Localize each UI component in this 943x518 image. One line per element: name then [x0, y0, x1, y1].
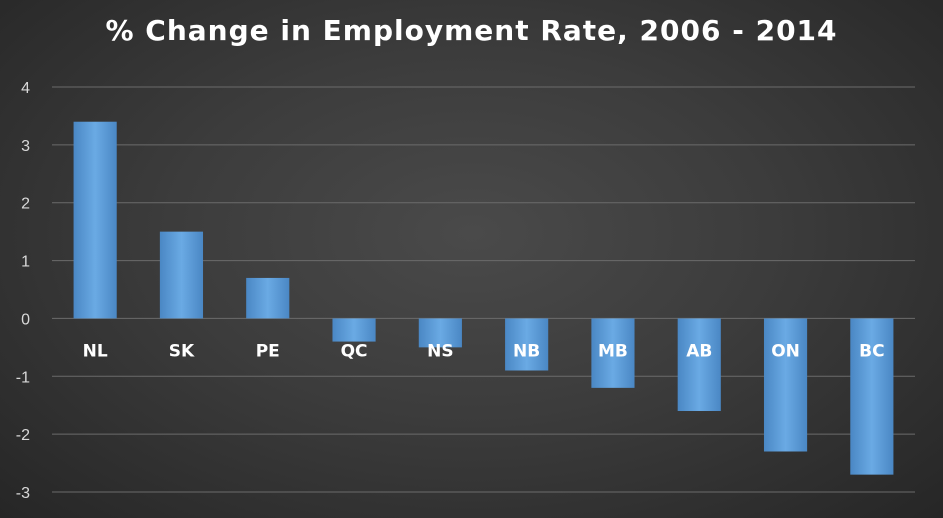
category-label: NL: [83, 341, 108, 361]
y-tick-label: 2: [21, 196, 30, 213]
bar-ab: [677, 318, 721, 411]
y-axis-ticks: 4 3 2 1 0 -1 -2 -3: [16, 80, 30, 502]
category-label: SK: [169, 341, 195, 361]
y-tick-label: 0: [21, 311, 30, 328]
y-tick-label: -1: [16, 369, 30, 386]
category-label: NB: [513, 341, 540, 361]
bars: [73, 121, 894, 475]
category-label: NS: [427, 341, 453, 361]
category-label: PE: [256, 341, 280, 361]
y-tick-label: 1: [21, 254, 30, 271]
category-label: BC: [859, 341, 884, 361]
y-tick-label: 4: [21, 80, 30, 97]
category-label: MB: [598, 341, 628, 361]
category-label: QC: [341, 341, 368, 361]
y-tick-label: -2: [16, 427, 30, 444]
bar-qc: [332, 318, 376, 342]
bar-ns: [418, 318, 462, 348]
bar-pe: [246, 277, 290, 319]
bar-nb: [505, 318, 549, 371]
bar-on: [763, 318, 808, 452]
category-label: ON: [771, 341, 800, 361]
category-label: AB: [686, 341, 712, 361]
y-tick-label: 3: [21, 138, 30, 155]
chart-title: % Change in Employment Rate, 2006 - 2014: [105, 14, 838, 47]
category-labels: NL SK PE QC NS NB MB AB ON BC: [83, 341, 885, 361]
bar-sk: [159, 231, 204, 319]
bar-nl: [73, 121, 117, 319]
bar-bc: [850, 318, 894, 475]
bar-mb: [591, 318, 635, 388]
y-tick-label: -3: [16, 485, 30, 502]
